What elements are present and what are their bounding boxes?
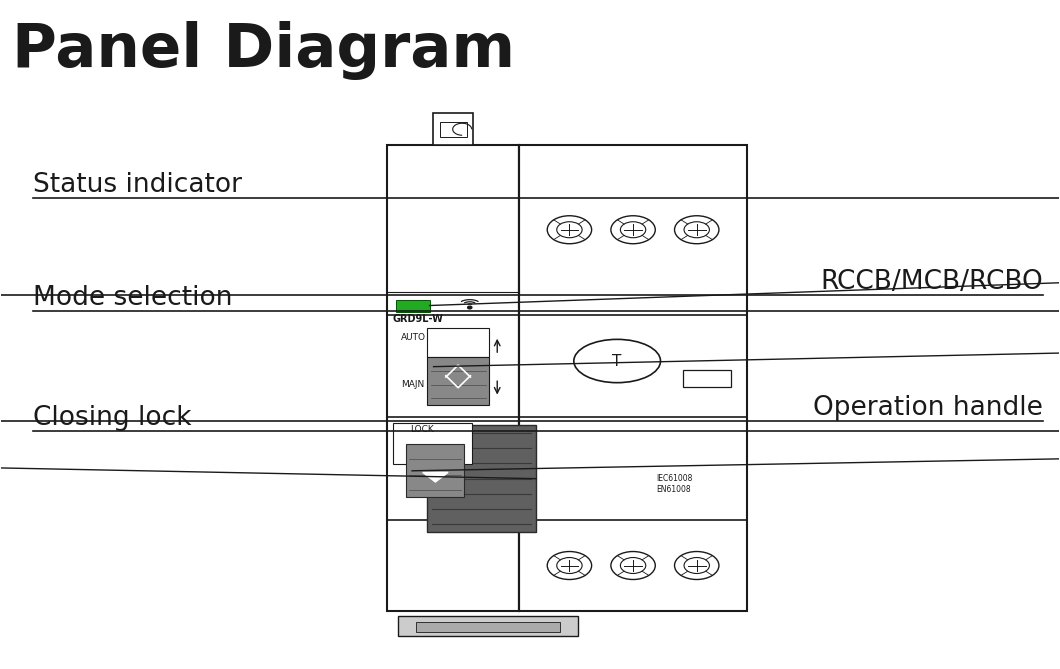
Circle shape xyxy=(556,557,582,573)
Circle shape xyxy=(674,215,719,244)
Bar xyxy=(416,622,560,632)
Bar xyxy=(434,113,474,145)
Circle shape xyxy=(467,306,472,309)
Bar xyxy=(519,145,746,611)
Circle shape xyxy=(611,551,655,579)
Text: GRD9L-W: GRD9L-W xyxy=(392,314,443,324)
Bar xyxy=(683,370,730,387)
Ellipse shape xyxy=(573,339,660,383)
Bar xyxy=(406,444,464,498)
Circle shape xyxy=(547,551,591,579)
Text: Operation handle: Operation handle xyxy=(813,395,1043,421)
Circle shape xyxy=(684,221,709,237)
Text: IEC61008
EN61008: IEC61008 EN61008 xyxy=(656,474,692,494)
Circle shape xyxy=(547,215,591,244)
Text: Closing lock: Closing lock xyxy=(33,405,192,431)
Bar xyxy=(427,357,489,405)
Bar xyxy=(427,425,536,532)
Circle shape xyxy=(620,221,646,237)
Circle shape xyxy=(620,557,646,573)
Text: MAJN: MAJN xyxy=(401,380,424,389)
Circle shape xyxy=(684,557,709,573)
Bar xyxy=(427,328,489,357)
Bar xyxy=(395,300,429,312)
Circle shape xyxy=(611,215,655,244)
Bar xyxy=(398,616,578,636)
Text: Status indicator: Status indicator xyxy=(33,172,242,198)
Bar xyxy=(392,423,472,464)
Text: Panel Diagram: Panel Diagram xyxy=(12,21,515,80)
Polygon shape xyxy=(423,472,448,482)
Text: RCCB/MCB/RCBO: RCCB/MCB/RCBO xyxy=(820,268,1043,294)
Text: T: T xyxy=(613,353,622,369)
Circle shape xyxy=(674,551,719,579)
Bar xyxy=(440,122,467,136)
Text: Mode selection: Mode selection xyxy=(33,285,232,311)
Text: AUTO: AUTO xyxy=(401,333,426,342)
Text: LOCK: LOCK xyxy=(410,425,435,434)
Circle shape xyxy=(556,221,582,237)
Bar xyxy=(387,145,519,611)
